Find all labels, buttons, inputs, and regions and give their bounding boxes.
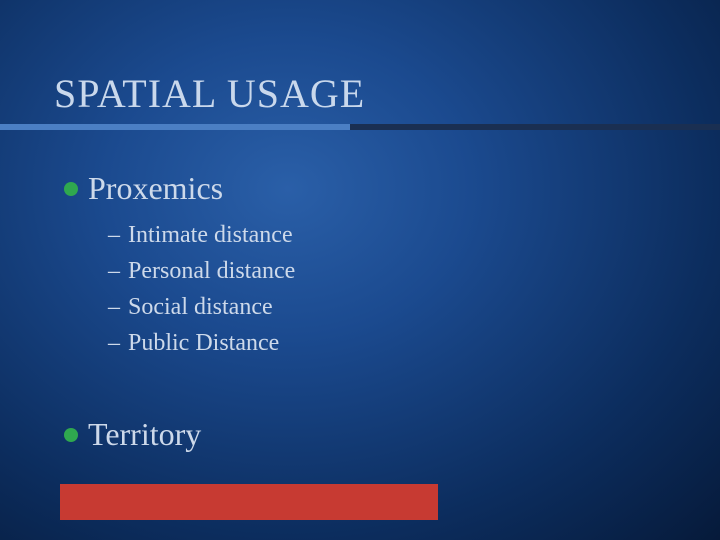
dash-icon: – — [108, 330, 120, 357]
dash-icon: – — [108, 222, 120, 249]
sub-bullet: –Social distance — [108, 294, 273, 321]
sub-bullet-text: Personal distance — [128, 258, 295, 285]
bullet-main: Territory — [64, 416, 201, 453]
title-underline-light — [0, 124, 350, 130]
slide: SPATIAL USAGE ProxemicsTerritory–Intimat… — [0, 0, 720, 540]
sub-bullet-text: Intimate distance — [128, 222, 293, 249]
bullet-dot-icon — [64, 182, 78, 196]
bullet-dot-icon — [64, 428, 78, 442]
dash-icon: – — [108, 294, 120, 321]
sub-bullet-text: Social distance — [128, 294, 273, 321]
sub-bullet: –Personal distance — [108, 258, 295, 285]
bullet-text: Proxemics — [88, 170, 223, 207]
sub-bullet: –Intimate distance — [108, 222, 293, 249]
sub-bullet-text: Public Distance — [128, 330, 279, 357]
slide-title: SPATIAL USAGE — [54, 70, 365, 117]
bullet-text: Territory — [88, 416, 201, 453]
bottom-accent-bar — [60, 484, 438, 520]
bullet-main: Proxemics — [64, 170, 223, 207]
sub-bullet: –Public Distance — [108, 330, 279, 357]
dash-icon: – — [108, 258, 120, 285]
